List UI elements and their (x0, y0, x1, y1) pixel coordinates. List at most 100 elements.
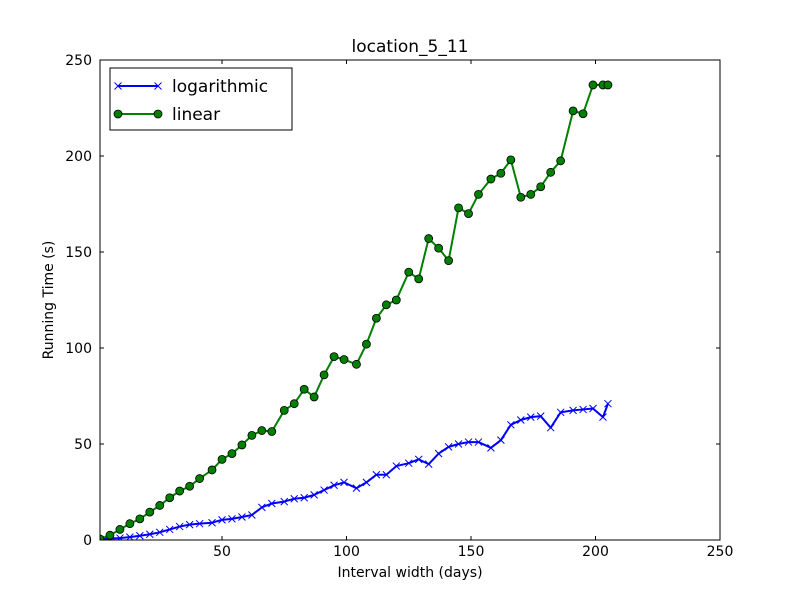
data-point-logarithmic (516, 416, 525, 424)
data-point-logarithmic-stroke-b (195, 519, 204, 528)
data-point-logarithmic (320, 486, 328, 494)
x-tick-label: 250 (707, 544, 734, 560)
data-point-logarithmic-stroke-b (599, 413, 607, 421)
data-point-logarithmic (372, 470, 381, 479)
data-point-linear (125, 519, 135, 529)
data-point-logarithmic (267, 499, 276, 508)
data-point-linear (195, 474, 204, 483)
data-point-linear (486, 174, 496, 184)
data-point-logarithmic (248, 511, 256, 519)
data-point-logarithmic-stroke-b (228, 515, 236, 523)
data-point-logarithmic (175, 522, 184, 531)
data-point-logarithmic-stroke-b (340, 478, 348, 487)
data-point-logarithmic (569, 406, 577, 415)
data-point-logarithmic-stroke-b (526, 413, 535, 421)
data-point-linear (516, 192, 526, 202)
data-point-logarithmic (526, 413, 535, 421)
chart-title: location_5_11 (352, 37, 469, 57)
legend-marker-logarithmic-right (154, 82, 162, 90)
data-point-logarithmic (414, 455, 423, 464)
data-point-linear (319, 370, 329, 380)
data-point-logarithmic (228, 515, 236, 523)
data-point-logarithmic (116, 534, 124, 540)
data-point-logarithmic-stroke-b (218, 515, 226, 524)
x-tick-label: 100 (333, 544, 360, 560)
data-point-logarithmic (497, 436, 505, 445)
data-point-logarithmic (362, 478, 371, 487)
data-point-logarithmic-stroke-b (330, 481, 338, 490)
data-point-logarithmic (340, 478, 348, 487)
data-point-logarithmic-stroke-b (185, 520, 194, 529)
data-point-logarithmic-stroke-b (589, 404, 597, 413)
data-point-logarithmic-stroke-b (155, 528, 164, 537)
data-point-linear (352, 359, 361, 369)
data-point-linear (444, 256, 453, 266)
data-point-linear (329, 352, 339, 362)
data-point-linear (578, 109, 588, 119)
data-point-linear (207, 465, 217, 475)
data-point-linear (362, 339, 371, 349)
data-point-linear (339, 355, 349, 364)
data-point-linear (556, 156, 566, 166)
data-point-logarithmic (310, 491, 318, 499)
data-point-logarithmic-stroke-b (516, 416, 525, 424)
data-point-logarithmic (330, 481, 338, 490)
x-tick-label: 150 (458, 544, 485, 560)
data-point-linear (424, 234, 434, 243)
data-point-logarithmic (126, 533, 134, 540)
data-point-logarithmic (424, 460, 433, 469)
data-point-logarithmic-stroke-b (454, 440, 463, 448)
y-tick-label: 0 (83, 533, 92, 549)
data-point-linear (536, 182, 546, 192)
data-point-logarithmic (589, 404, 597, 413)
data-point-logarithmic-stroke-b (175, 522, 184, 531)
data-point-logarithmic-stroke-b (135, 531, 144, 540)
data-point-logarithmic (238, 513, 246, 521)
data-point-linear (309, 392, 319, 402)
data-point-logarithmic-stroke-b (444, 443, 453, 451)
data-point-linear (371, 313, 381, 323)
data-point-linear (588, 80, 598, 90)
y-tick-label: 50 (74, 437, 92, 453)
series-markers-linear (100, 80, 613, 540)
plot-frame (99, 59, 721, 541)
data-point-linear (247, 430, 257, 440)
data-point-logarithmic-stroke-b (267, 499, 276, 508)
legend-marker-logarithmic-left-stroke-b (114, 82, 122, 90)
data-point-linear (175, 486, 185, 496)
data-point-logarithmic (165, 525, 174, 534)
x-tick-label: 200 (582, 544, 609, 560)
data-point-logarithmic (392, 462, 401, 470)
data-point-linear (155, 501, 165, 510)
data-point-logarithmic (464, 438, 473, 446)
data-point-logarithmic-stroke-b (497, 436, 505, 445)
data-point-linear (257, 426, 267, 435)
data-point-logarithmic (300, 493, 309, 502)
data-point-logarithmic-stroke-b (372, 470, 381, 479)
data-point-linear (603, 80, 613, 90)
data-point-linear (474, 189, 483, 199)
data-point-logarithmic-stroke-b (257, 503, 266, 512)
data-point-linear (135, 514, 145, 524)
data-point-logarithmic (546, 423, 555, 432)
data-point-logarithmic (434, 449, 443, 458)
data-point-logarithmic (454, 440, 463, 448)
data-point-linear (496, 168, 506, 178)
data-point-logarithmic-stroke-b (569, 406, 577, 415)
data-point-logarithmic (487, 443, 495, 452)
data-point-logarithmic (280, 497, 289, 506)
data-point-linear (217, 454, 227, 464)
legend-box (109, 67, 293, 131)
data-point-logarithmic-stroke-b (392, 462, 401, 470)
data-point-logarithmic (290, 494, 299, 503)
data-point-linear (526, 189, 536, 199)
data-point-logarithmic-stroke-b (126, 533, 134, 540)
data-point-logarithmic-stroke-b (362, 478, 371, 487)
data-point-linear (289, 399, 299, 409)
data-point-logarithmic (404, 459, 413, 468)
y-tick-label: 150 (65, 245, 92, 261)
data-point-linear (464, 209, 473, 219)
data-point-logarithmic-stroke-b (165, 525, 174, 534)
data-point-linear (299, 384, 309, 394)
data-point-linear (165, 493, 175, 503)
